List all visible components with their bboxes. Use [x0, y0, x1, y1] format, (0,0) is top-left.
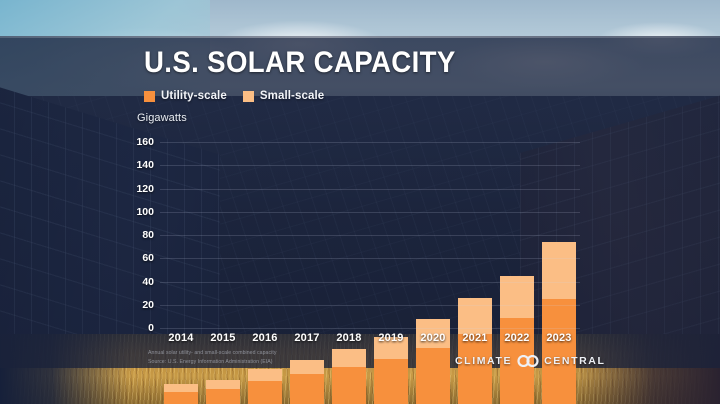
bar-segment-utility[interactable] [374, 358, 408, 404]
bar-segment-utility[interactable] [416, 348, 450, 404]
x-axis-tick-label: 2021 [462, 332, 488, 344]
y-axis-tick-label: 100 [136, 205, 154, 218]
bar-segment-small[interactable] [374, 336, 408, 359]
logo-text-left: CLIMATE [455, 355, 513, 367]
bar-column[interactable] [374, 76, 408, 404]
x-axis-tick-label: 2023 [546, 332, 572, 344]
gridline [160, 235, 580, 236]
bar-column[interactable] [458, 76, 492, 404]
bar-segment-small[interactable] [290, 359, 324, 374]
logo-text-right: CENTRAL [544, 355, 606, 367]
bar-segment-small[interactable] [500, 276, 534, 318]
climate-central-logo: CLIMATE CENTRAL [455, 355, 605, 367]
x-axis-tick-label: 2018 [336, 332, 362, 344]
y-axis-tick-label: 0 [148, 322, 154, 334]
x-axis-tick-label: 2022 [504, 332, 530, 344]
y-axis-tick-label: 40 [142, 275, 154, 288]
y-axis-tick-label: 160 [136, 136, 154, 148]
gridline [160, 165, 580, 167]
legend-item-small: Small-scale [242, 90, 325, 102]
gridline [160, 281, 580, 283]
bar-column[interactable] [290, 76, 324, 404]
chart-overlay-panel [0, 36, 720, 368]
y-axis-tick-label: 60 [142, 252, 154, 265]
gridline [160, 258, 580, 260]
x-axis-tick-label: 2020 [420, 332, 446, 344]
bar-column[interactable] [332, 76, 366, 404]
bar-segment-small[interactable] [206, 379, 240, 389]
gridline [160, 328, 580, 329]
legend-swatch-utility [144, 90, 155, 102]
bar-column[interactable] [164, 76, 198, 404]
bar-segment-utility[interactable] [290, 373, 324, 404]
y-axis-tick-label: 80 [142, 229, 154, 241]
chart-legend: Utility-scale Small-scale [144, 90, 324, 102]
bar-column[interactable] [206, 76, 240, 404]
bar-segment-small[interactable] [416, 319, 450, 349]
chart-overlay-top-highlight [0, 36, 720, 38]
gridline [160, 188, 580, 190]
bar-segment-utility[interactable] [332, 366, 366, 404]
footnote-line-1: Annual solar utility- and small-scale co… [148, 350, 277, 356]
y-axis-unit-label: Gigawatts [137, 112, 187, 124]
bar-column[interactable] [416, 76, 450, 404]
gridline [160, 142, 580, 143]
bar-segment-utility[interactable] [542, 299, 576, 404]
bar-segment-utility[interactable] [458, 334, 492, 404]
gridline [160, 304, 580, 306]
x-axis-tick-label: 2016 [252, 332, 278, 344]
y-axis-tick-label: 20 [142, 298, 154, 311]
y-axis-tick-label: 120 [136, 182, 154, 195]
bar-segment-utility[interactable] [164, 392, 198, 404]
bar-segment-utility[interactable] [248, 380, 282, 404]
x-axis-tick-label: 2019 [378, 332, 404, 344]
page-title: U.S. SOLAR CAPACITY [144, 46, 456, 79]
footnote: Annual solar utility- and small-scale co… [148, 349, 276, 366]
bar-segment-small[interactable] [332, 349, 366, 367]
x-axis-tick-label: 2014 [168, 332, 194, 344]
x-axis-tick-label: 2017 [294, 332, 320, 344]
y-axis-tick-label: 140 [136, 159, 154, 172]
legend-item-utility: Utility-scale [144, 90, 227, 102]
bar-segment-small[interactable] [458, 298, 492, 335]
bar-segment-small[interactable] [542, 242, 576, 300]
footnote-line-2: Source: U.S. Energy Information Administ… [148, 358, 273, 365]
bar-segment-small[interactable] [248, 369, 282, 381]
bar-column[interactable] [542, 76, 576, 404]
legend-label-small: Small-scale [259, 90, 325, 102]
x-axis-tick-label: 2015 [210, 332, 236, 344]
bar-column[interactable] [248, 76, 282, 404]
bar-group: 2014 2015 2016 2017 2018 2019 2020 2021 2022 2023 [160, 0, 580, 404]
bar-segment-utility[interactable] [206, 388, 240, 404]
legend-swatch-small [242, 90, 254, 102]
gridline [160, 211, 580, 213]
bar-segment-small[interactable] [164, 384, 198, 393]
legend-label-utility: Utility-scale [161, 90, 227, 102]
double-circle-icon [516, 355, 540, 367]
